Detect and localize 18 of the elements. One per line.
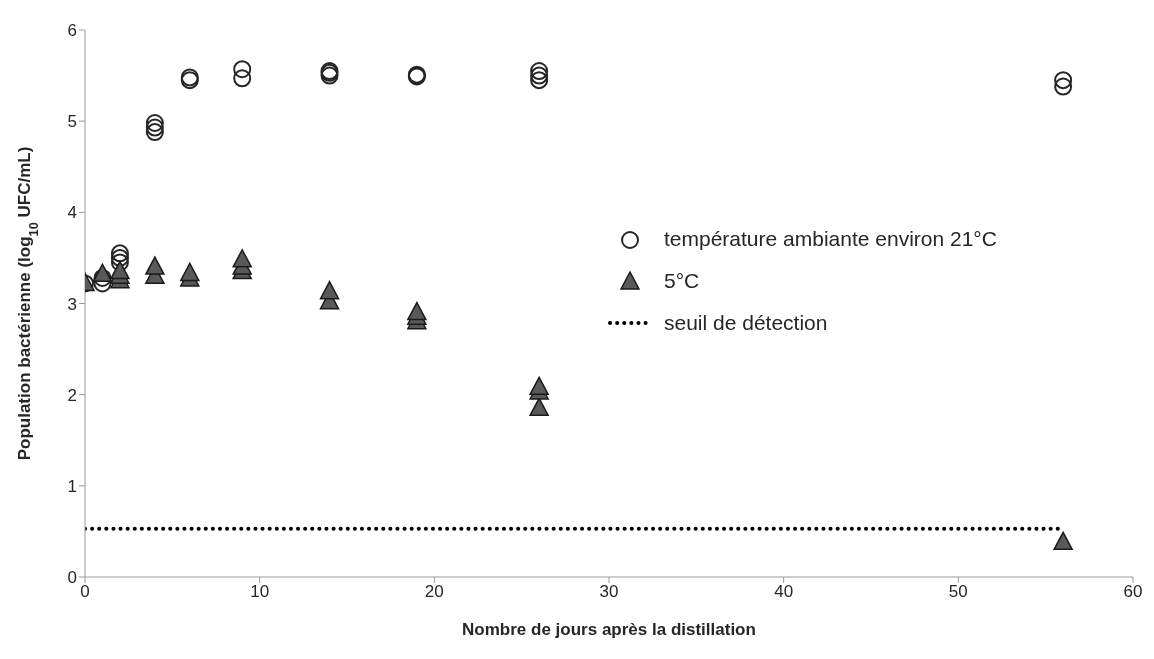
y-tick-label: 0 [67,568,77,588]
x-tick-label: 20 [424,582,444,602]
y-tick-label: 1 [67,476,77,496]
x-tick-label: 60 [1123,582,1143,602]
x-tick-label: 50 [948,582,968,602]
y-tick-label: 5 [67,112,77,132]
legend-label: seuil de détection [664,311,828,335]
x-tick-label: 0 [80,582,90,602]
y-tick-label: 3 [67,294,77,314]
x-axis-title: Nombre de jours après la distillation [462,620,756,639]
legend-label: 5°C [664,269,700,293]
y-tick-label: 4 [67,203,77,223]
x-tick-label: 30 [599,582,619,602]
legend-label: température ambiante environ 21°C [664,227,997,251]
y-tick-label: 2 [67,385,77,405]
x-tick-label: 10 [250,582,270,602]
x-tick-label: 40 [774,582,794,602]
y-tick-label: 6 [67,21,77,41]
